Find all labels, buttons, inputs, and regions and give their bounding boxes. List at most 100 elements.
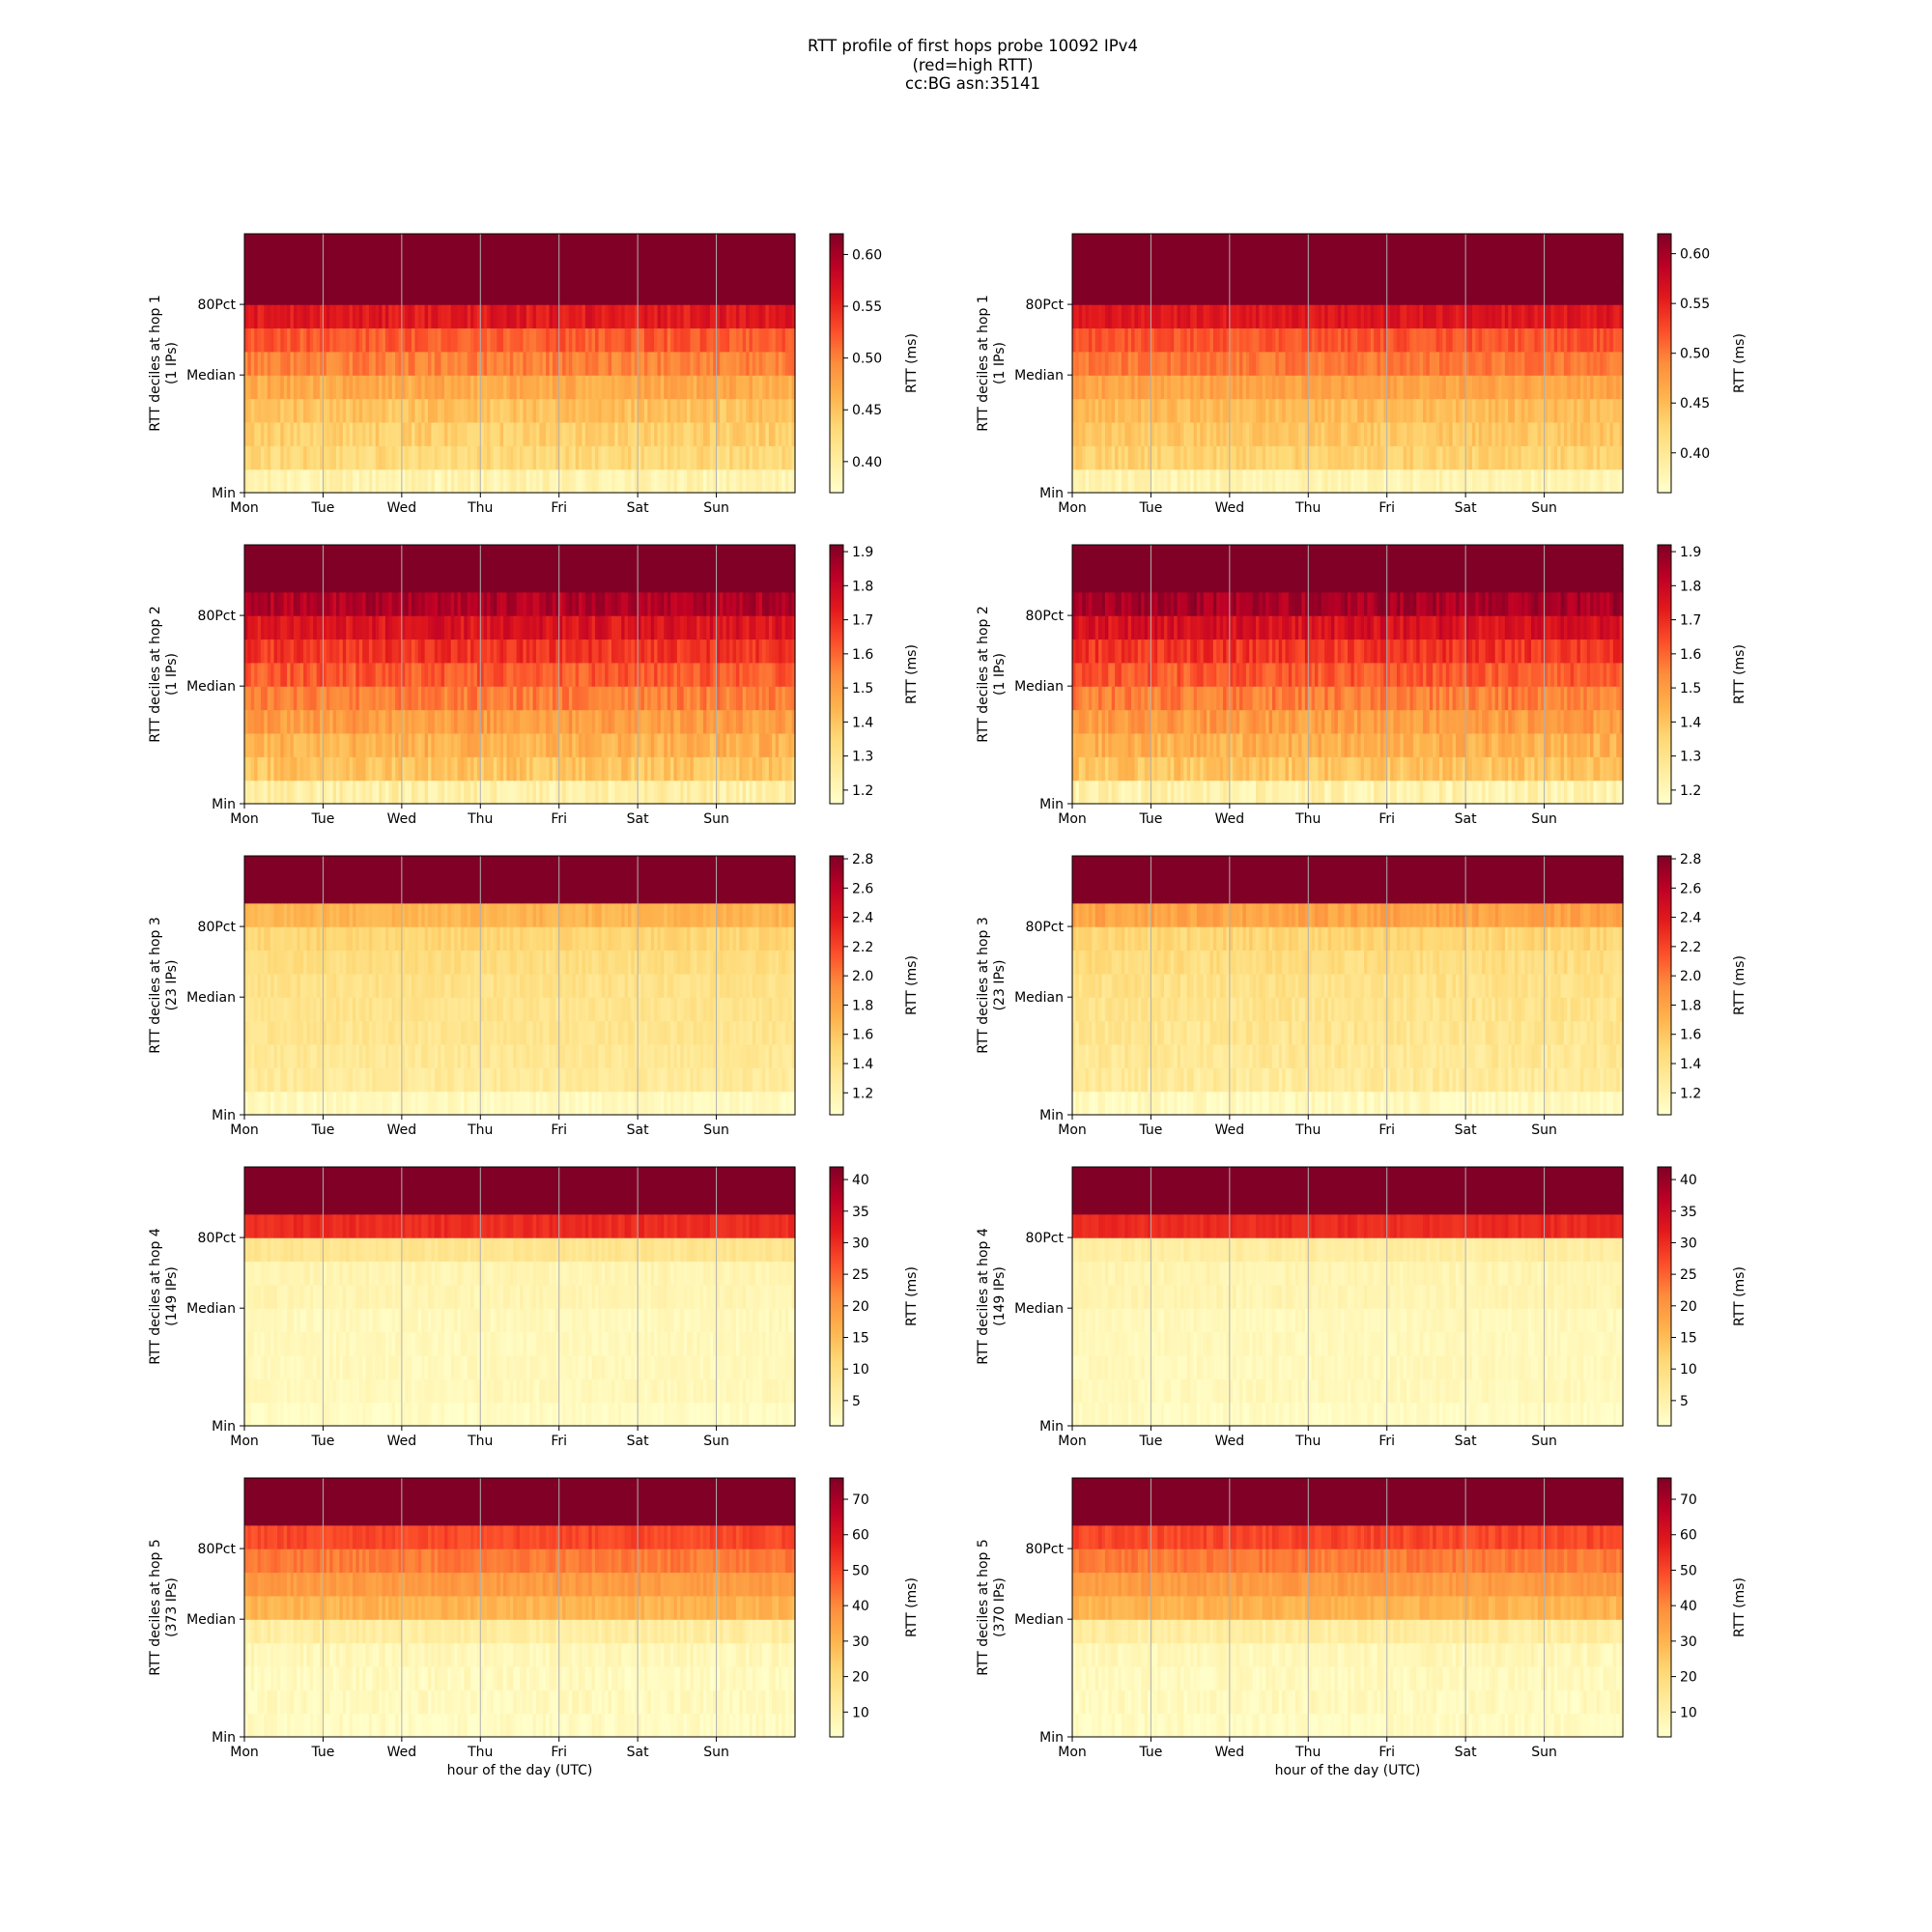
heatmap-cell bbox=[650, 686, 655, 711]
heatmap-cell bbox=[1541, 257, 1546, 282]
heatmap-cell bbox=[513, 327, 518, 353]
heatmap-cell bbox=[1160, 445, 1165, 470]
heatmap-cell bbox=[1288, 398, 1293, 423]
heatmap-cell bbox=[470, 780, 475, 805]
heatmap-cell bbox=[1383, 304, 1388, 329]
heatmap-cell bbox=[412, 375, 416, 400]
heatmap-cell bbox=[1151, 280, 1155, 305]
heatmap-cell bbox=[1278, 257, 1283, 282]
heatmap-cell bbox=[617, 375, 622, 400]
heatmap-cell bbox=[412, 756, 416, 781]
heatmap-cell bbox=[579, 327, 583, 353]
heatmap-cell bbox=[464, 756, 469, 781]
heatmap-cell bbox=[588, 375, 593, 400]
heatmap-cell bbox=[1442, 257, 1447, 282]
heatmap-cell bbox=[568, 280, 573, 305]
heatmap-cell bbox=[349, 639, 354, 664]
heatmap-cell bbox=[326, 351, 330, 376]
heatmap-cell bbox=[339, 421, 344, 446]
heatmap-cell bbox=[483, 257, 488, 282]
heatmap-cell bbox=[755, 780, 760, 805]
heatmap-cell bbox=[405, 327, 410, 353]
heatmap-cell bbox=[546, 709, 551, 734]
heatmap-cell bbox=[598, 421, 603, 446]
heatmap-cell bbox=[1426, 327, 1431, 353]
heatmap-cell bbox=[309, 686, 314, 711]
heatmap-cell bbox=[1363, 445, 1368, 470]
heatmap-cell bbox=[713, 327, 718, 353]
heatmap-cell bbox=[457, 686, 462, 711]
heatmap-cell bbox=[520, 398, 524, 423]
heatmap-cell bbox=[290, 234, 295, 258]
heatmap-cell bbox=[614, 709, 619, 734]
heatmap-cell bbox=[1452, 327, 1457, 353]
heatmap-cell bbox=[1396, 234, 1401, 258]
heatmap-cell bbox=[443, 421, 448, 446]
heatmap-cell bbox=[1318, 234, 1322, 258]
heatmap-cell bbox=[1593, 280, 1598, 305]
heatmap-cell bbox=[762, 469, 767, 494]
heatmap-cell bbox=[719, 445, 724, 470]
heatmap-cell bbox=[680, 780, 685, 805]
heatmap-cell bbox=[1488, 280, 1492, 305]
heatmap-cell bbox=[1511, 234, 1516, 258]
heatmap-cell bbox=[497, 257, 501, 282]
heatmap-cell bbox=[342, 709, 347, 734]
heatmap-cell bbox=[1265, 304, 1270, 329]
heatmap-cell bbox=[270, 257, 275, 282]
heatmap-cell bbox=[244, 615, 248, 640]
heatmap-cell bbox=[438, 756, 442, 781]
heatmap-cell bbox=[608, 686, 612, 711]
heatmap-cell bbox=[1485, 304, 1490, 329]
heatmap-cell bbox=[398, 469, 403, 494]
heatmap-cell bbox=[290, 445, 295, 470]
heatmap-cell bbox=[405, 445, 410, 470]
heatmap-cell bbox=[405, 351, 410, 376]
heatmap-cell bbox=[683, 709, 688, 734]
heatmap-cell bbox=[483, 398, 488, 423]
heatmap-cell bbox=[355, 280, 360, 305]
heatmap-cell bbox=[703, 375, 707, 400]
heatmap-cell bbox=[1148, 351, 1152, 376]
heatmap-cell bbox=[582, 327, 586, 353]
heatmap-cell bbox=[565, 351, 570, 376]
heatmap-cell bbox=[605, 257, 610, 282]
heatmap-cell bbox=[584, 469, 589, 494]
heatmap-cell bbox=[1265, 469, 1270, 494]
heatmap-cell bbox=[372, 234, 377, 258]
heatmap-cell bbox=[342, 398, 347, 423]
heatmap-cell bbox=[729, 327, 734, 353]
heatmap-cell bbox=[476, 662, 481, 687]
heatmap-cell bbox=[1435, 421, 1440, 446]
heatmap-cell bbox=[257, 469, 262, 494]
heatmap-cell bbox=[601, 421, 606, 446]
heatmap-cell bbox=[598, 662, 603, 687]
heatmap-cell bbox=[1541, 234, 1546, 258]
heatmap-cell bbox=[244, 257, 248, 282]
heatmap-cell bbox=[434, 398, 439, 423]
heatmap-cell bbox=[779, 327, 783, 353]
heatmap-cell bbox=[643, 304, 648, 329]
heatmap-cell bbox=[297, 639, 301, 664]
heatmap-cell bbox=[270, 639, 275, 664]
heatmap-cell bbox=[1111, 421, 1116, 446]
heatmap-cell bbox=[608, 280, 612, 305]
heatmap-cell bbox=[368, 662, 373, 687]
heatmap-cell bbox=[621, 351, 626, 376]
heatmap-cell bbox=[467, 280, 471, 305]
heatmap-cell bbox=[1406, 421, 1411, 446]
heatmap-cell bbox=[509, 304, 514, 329]
heatmap-cell bbox=[1196, 421, 1201, 446]
heatmap-cell bbox=[1298, 280, 1303, 305]
heatmap-cell bbox=[1433, 469, 1437, 494]
heatmap-cell bbox=[247, 257, 252, 282]
heatmap-cell bbox=[450, 257, 455, 282]
heatmap-cell bbox=[1298, 304, 1303, 329]
heatmap-cell bbox=[562, 709, 567, 734]
heatmap-cell bbox=[664, 327, 668, 353]
heatmap-cell bbox=[562, 257, 567, 282]
heatmap-cell bbox=[1245, 421, 1250, 446]
heatmap-cell bbox=[1239, 398, 1244, 423]
heatmap-cell bbox=[280, 351, 285, 376]
heatmap-cell bbox=[309, 756, 314, 781]
